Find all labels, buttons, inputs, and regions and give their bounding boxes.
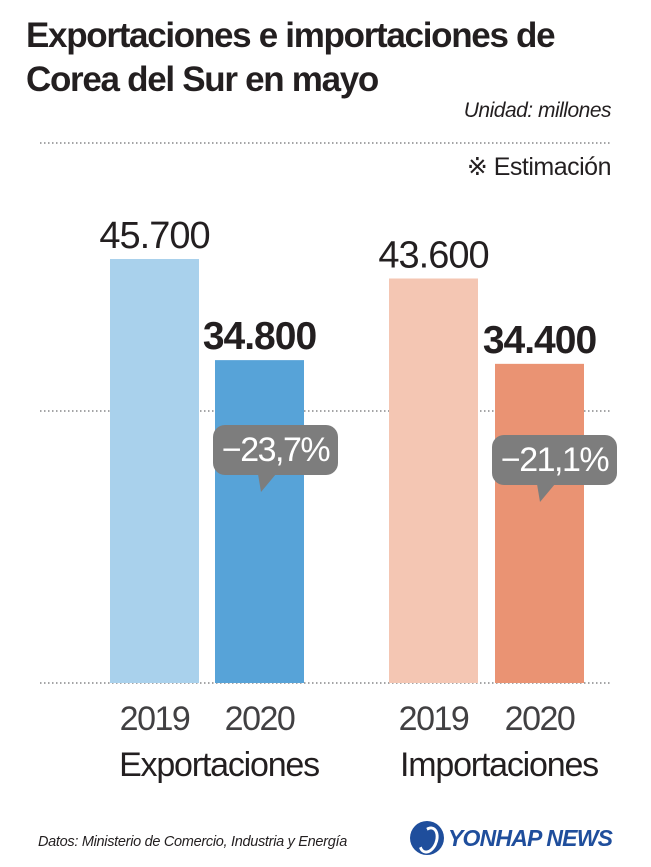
bar-importaciones-2020 (495, 363, 584, 683)
page-title: Exportaciones e importaciones de Corea d… (26, 16, 556, 99)
data-label: 34.400 (483, 319, 597, 362)
change-bubble (213, 425, 338, 475)
yonhap-logo: YONHAP NEWS (410, 820, 613, 856)
estimation-note: ※ Estimación (466, 153, 612, 181)
tick-label: 2019 (399, 700, 469, 738)
change-bubble-pointer (258, 474, 276, 492)
tick-label: 2020 (225, 700, 295, 738)
category-label: Importaciones (400, 746, 598, 784)
tick-label: 2020 (505, 700, 575, 738)
bar-importaciones-2019 (389, 278, 478, 683)
bar-exportaciones-2020 (215, 360, 304, 683)
change-label: −21,1% (501, 441, 610, 479)
yonhap-logo-icon (410, 821, 444, 855)
data-label: 34.800 (203, 315, 317, 358)
yonhap-logo-text: YONHAP NEWS (448, 824, 613, 851)
tick-label: 2019 (120, 700, 190, 738)
category-label: Exportaciones (119, 746, 319, 784)
unit-label: Unidad: millones (463, 99, 612, 122)
bar-exportaciones-2019 (110, 259, 199, 683)
data-label: 45.700 (99, 215, 209, 257)
source-note: Datos: Ministerio de Comercio, Industria… (38, 834, 347, 850)
data-label: 43.600 (378, 234, 488, 276)
change-bubble (492, 435, 617, 485)
change-bubble-pointer (537, 484, 555, 502)
change-label: −23,7% (222, 431, 331, 469)
